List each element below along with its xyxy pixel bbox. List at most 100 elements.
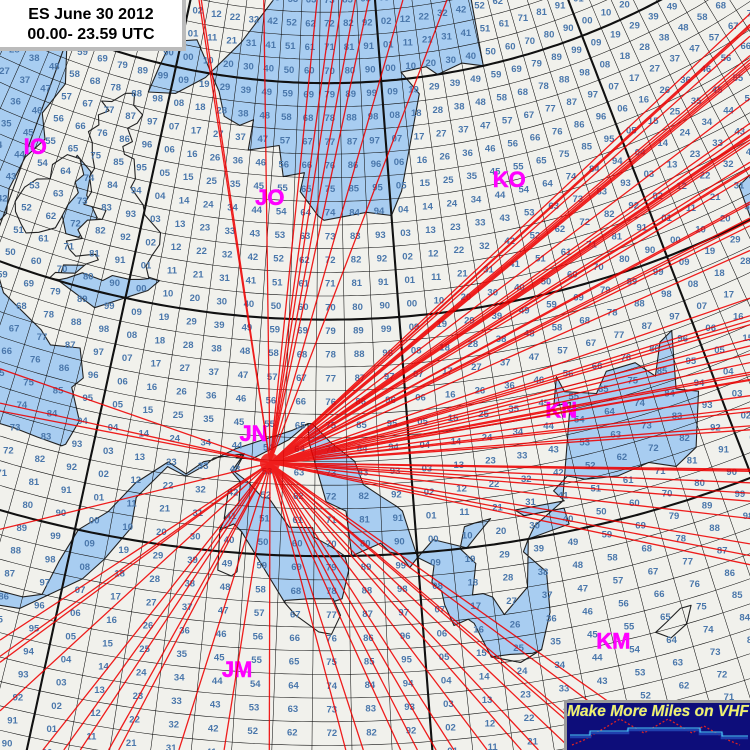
svg-text:06: 06: [394, 157, 405, 168]
svg-text:56: 56: [279, 159, 290, 170]
svg-text:91: 91: [363, 41, 374, 52]
svg-text:36: 36: [233, 155, 244, 166]
svg-text:09: 09: [591, 38, 602, 49]
svg-text:69: 69: [24, 278, 35, 289]
svg-text:93: 93: [620, 178, 631, 189]
svg-text:52: 52: [640, 690, 651, 701]
svg-text:00: 00: [407, 299, 418, 310]
svg-text:12: 12: [211, 9, 222, 20]
svg-text:21: 21: [457, 269, 468, 280]
svg-text:82: 82: [604, 209, 615, 220]
svg-text:89: 89: [361, 562, 372, 573]
svg-text:86: 86: [724, 568, 735, 579]
svg-text:80: 80: [544, 30, 555, 41]
svg-text:09: 09: [387, 87, 398, 98]
svg-text:62: 62: [46, 211, 57, 222]
svg-text:30: 30: [217, 296, 228, 307]
svg-text:32: 32: [169, 719, 180, 730]
svg-text:67: 67: [290, 609, 301, 620]
svg-text:69: 69: [97, 54, 108, 65]
svg-text:65: 65: [536, 156, 547, 167]
svg-text:16: 16: [106, 615, 117, 626]
svg-text:39: 39: [534, 544, 545, 555]
svg-text:81: 81: [352, 278, 363, 289]
svg-text:26: 26: [440, 152, 451, 163]
svg-text:28: 28: [503, 573, 514, 584]
svg-text:17: 17: [724, 290, 735, 301]
svg-text:83: 83: [101, 203, 112, 214]
svg-text:60: 60: [505, 41, 516, 52]
svg-text:11: 11: [459, 507, 470, 518]
svg-text:43: 43: [6, 171, 17, 182]
svg-text:86: 86: [59, 363, 70, 374]
svg-text:77: 77: [37, 332, 48, 343]
svg-text:29: 29: [429, 82, 440, 93]
svg-text:19: 19: [159, 312, 170, 323]
svg-text:57: 57: [502, 115, 513, 126]
svg-text:75: 75: [696, 602, 707, 613]
svg-text:47: 47: [689, 43, 700, 54]
svg-text:05: 05: [65, 631, 76, 642]
svg-text:47: 47: [40, 83, 51, 94]
svg-text:38: 38: [454, 101, 465, 112]
svg-text:ES June 30 2012: ES June 30 2012: [28, 6, 154, 23]
svg-text:78: 78: [43, 309, 54, 320]
svg-text:08: 08: [688, 279, 699, 290]
svg-text:33: 33: [517, 451, 528, 462]
svg-text:74: 74: [703, 624, 714, 635]
svg-text:15: 15: [183, 172, 194, 183]
svg-text:32: 32: [437, 8, 448, 19]
svg-text:86: 86: [0, 591, 9, 602]
svg-text:20: 20: [619, 0, 630, 10]
svg-text:01: 01: [426, 511, 437, 522]
svg-text:97: 97: [93, 347, 104, 358]
svg-text:42: 42: [456, 5, 467, 16]
svg-text:79: 79: [325, 326, 336, 337]
svg-text:67: 67: [9, 323, 20, 334]
svg-text:41: 41: [246, 276, 257, 287]
svg-text:37: 37: [235, 132, 246, 143]
svg-text:59: 59: [282, 88, 293, 99]
svg-text:19: 19: [199, 79, 210, 90]
svg-text:08: 08: [80, 562, 91, 573]
svg-text:84: 84: [739, 613, 750, 624]
svg-text:89: 89: [77, 294, 88, 305]
svg-text:46: 46: [216, 629, 227, 640]
svg-text:13: 13: [425, 225, 436, 236]
svg-text:52: 52: [247, 726, 258, 737]
svg-text:36: 36: [10, 97, 21, 108]
svg-text:KO: KO: [493, 167, 526, 192]
svg-text:84: 84: [107, 180, 118, 191]
svg-text:30: 30: [243, 61, 254, 72]
svg-text:87: 87: [125, 111, 136, 122]
svg-text:89: 89: [353, 326, 364, 337]
svg-text:64: 64: [666, 635, 677, 646]
svg-text:43: 43: [500, 213, 511, 224]
svg-text:04: 04: [398, 204, 409, 215]
svg-text:51: 51: [285, 41, 296, 52]
svg-text:04: 04: [155, 191, 166, 202]
svg-text:18: 18: [195, 102, 206, 113]
svg-text:26: 26: [210, 153, 221, 164]
svg-text:34: 34: [174, 672, 185, 683]
svg-text:84: 84: [349, 207, 360, 218]
svg-text:39: 39: [241, 85, 252, 96]
svg-text:98: 98: [579, 67, 590, 78]
svg-text:20: 20: [426, 58, 437, 69]
svg-text:23: 23: [690, 149, 701, 160]
svg-text:10: 10: [405, 61, 416, 72]
svg-text:11: 11: [431, 272, 442, 283]
svg-text:09: 09: [131, 307, 142, 318]
svg-text:03: 03: [400, 228, 411, 239]
svg-text:76: 76: [97, 128, 108, 139]
svg-text:75: 75: [325, 184, 336, 195]
svg-text:13: 13: [135, 452, 146, 463]
svg-text:46: 46: [485, 144, 496, 155]
svg-text:80: 80: [619, 254, 630, 265]
svg-text:55: 55: [45, 136, 56, 147]
svg-text:20: 20: [223, 59, 234, 70]
svg-text:73: 73: [10, 423, 21, 434]
svg-text:23: 23: [166, 457, 177, 468]
svg-text:96: 96: [142, 140, 153, 151]
svg-text:34: 34: [471, 195, 482, 206]
